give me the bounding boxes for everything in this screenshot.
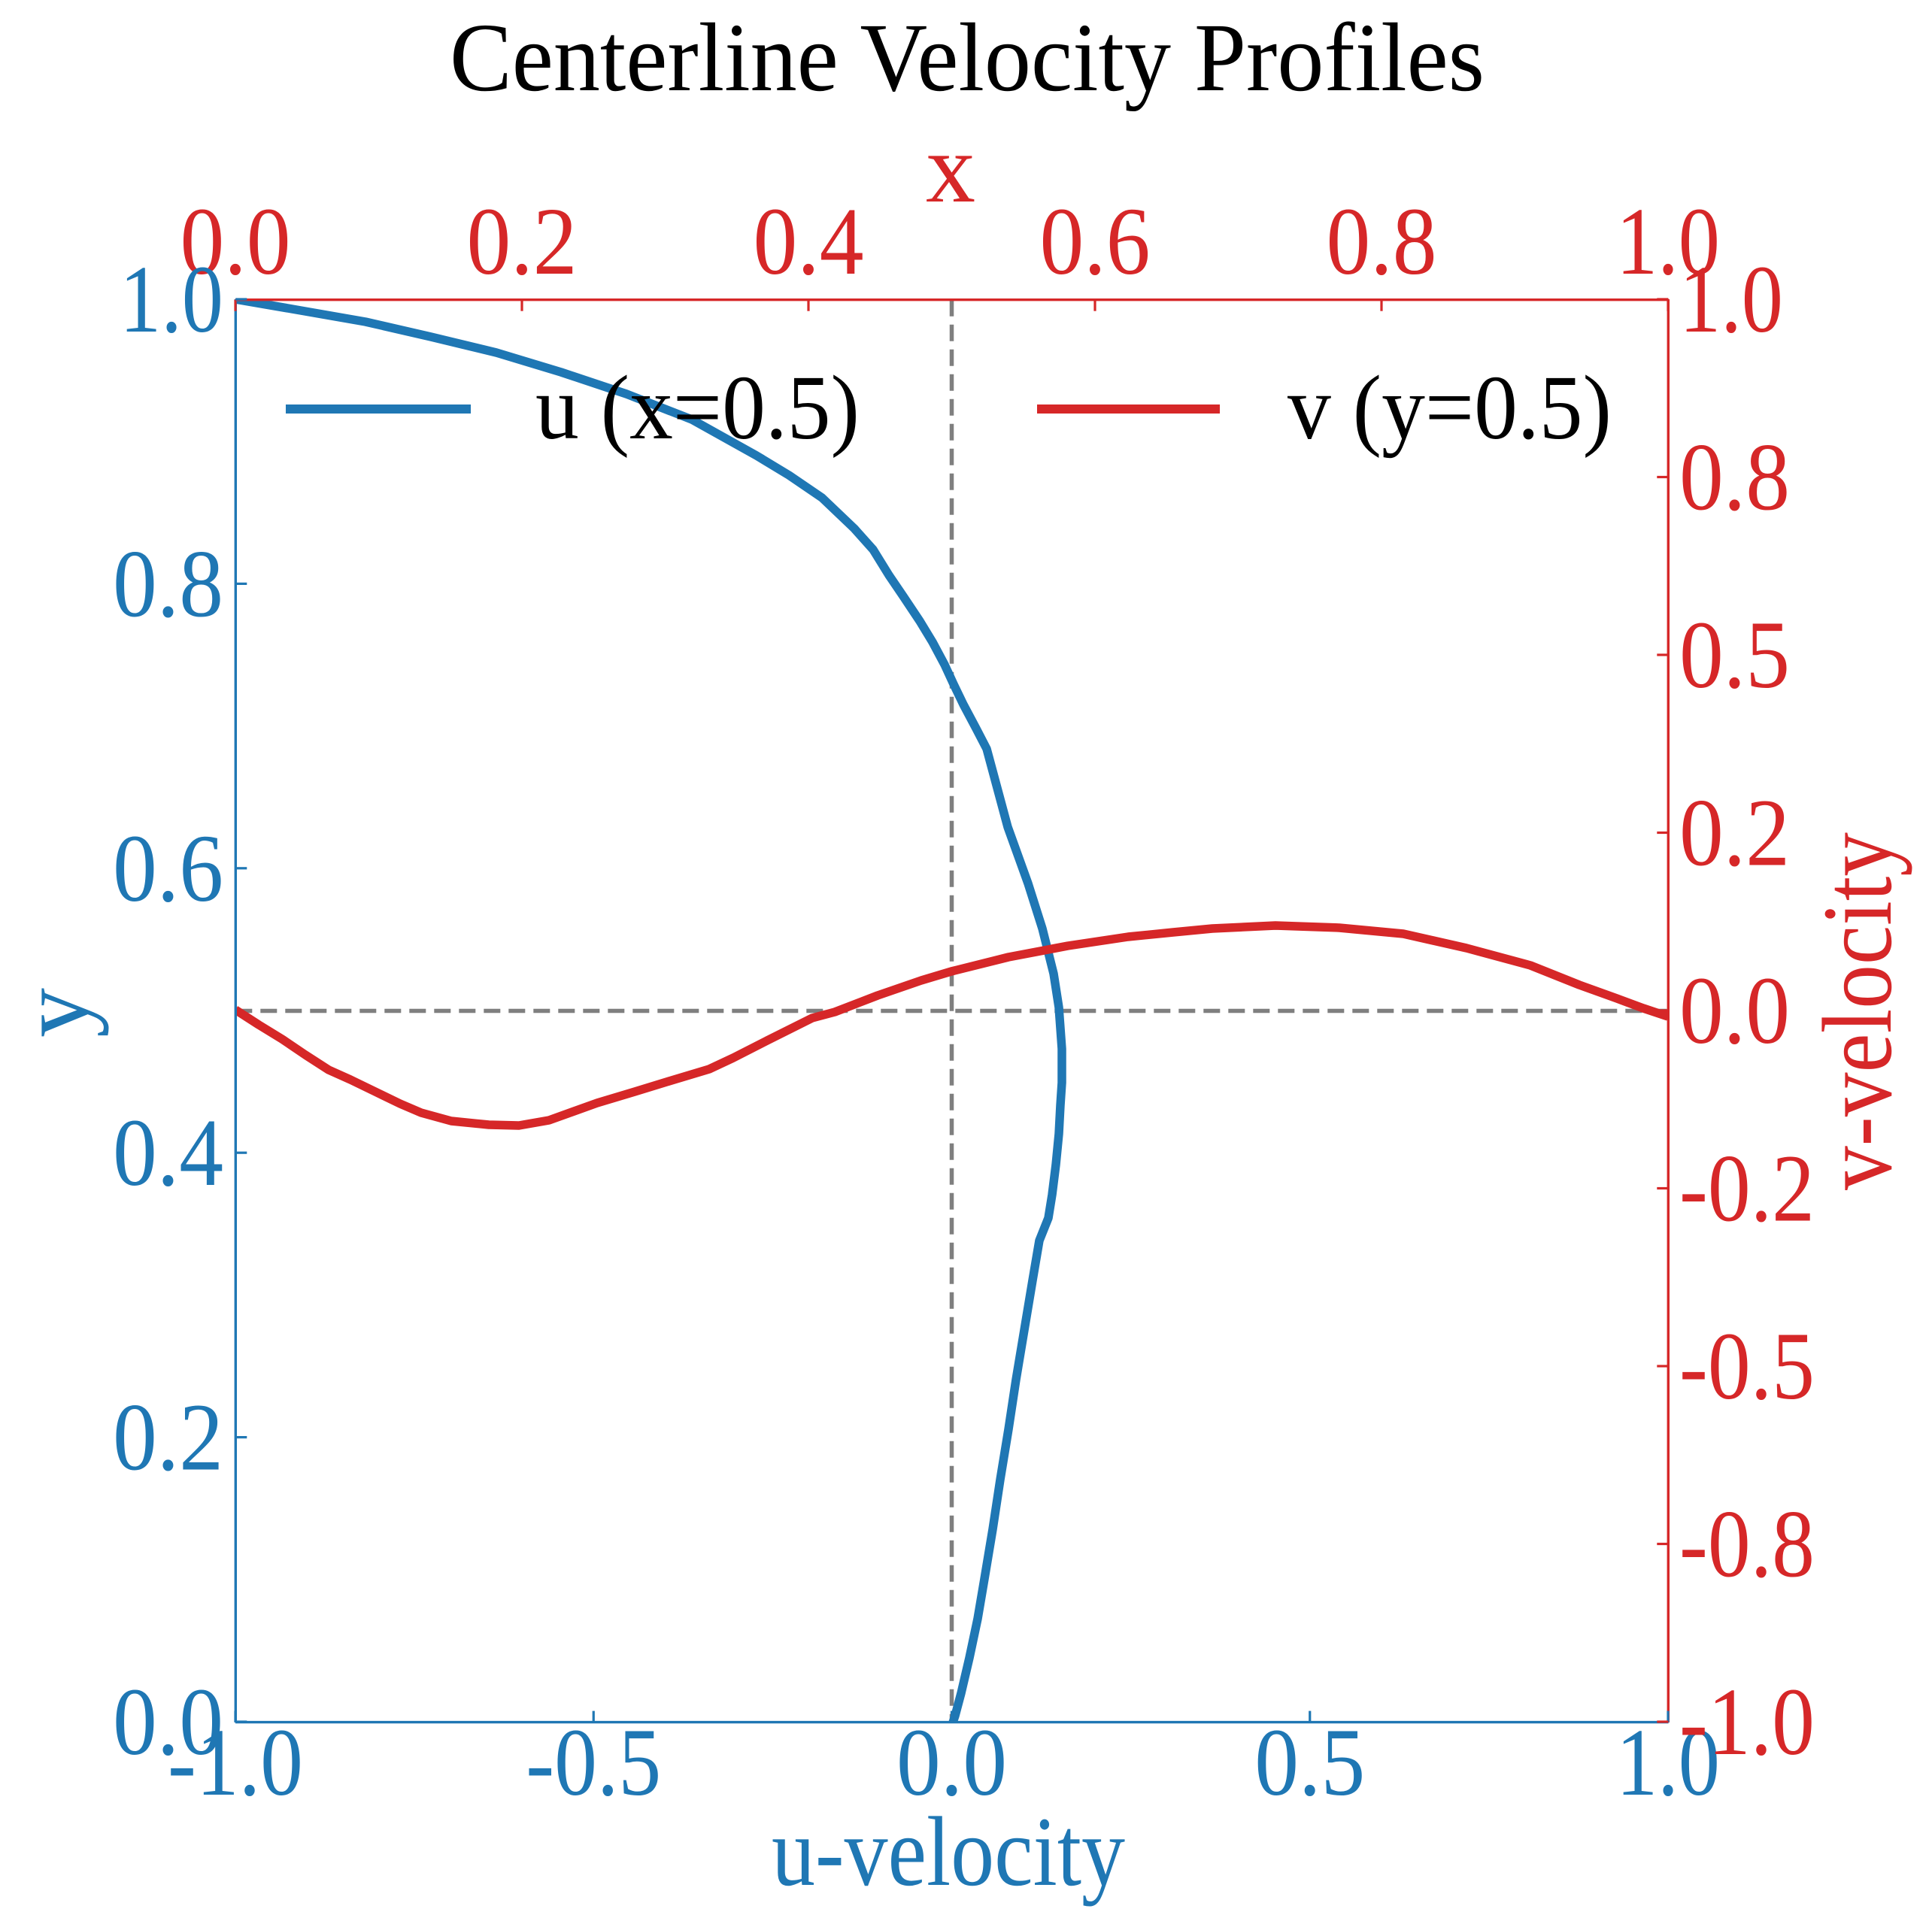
svg-text:Centerline Velocity Profiles: Centerline Velocity Profiles xyxy=(450,4,1485,112)
svg-text:1.0: 1.0 xyxy=(120,246,223,353)
svg-text:0.2: 0.2 xyxy=(467,188,578,295)
svg-text:0.0: 0.0 xyxy=(113,1668,223,1775)
svg-text:x: x xyxy=(926,113,975,223)
svg-text:u (x=0.5): u (x=0.5) xyxy=(535,357,860,459)
svg-text:0.6: 0.6 xyxy=(113,815,223,922)
svg-text:0.2: 0.2 xyxy=(113,1384,223,1491)
svg-text:1.0: 1.0 xyxy=(1679,246,1783,353)
svg-text:0.0: 0.0 xyxy=(180,188,291,295)
svg-text:u-velocity: u-velocity xyxy=(772,1796,1125,1907)
svg-text:-0.5: -0.5 xyxy=(526,1709,661,1816)
svg-text:0.2: 0.2 xyxy=(1679,780,1790,886)
svg-text:v-velocity: v-velocity xyxy=(1802,832,1912,1190)
svg-text:-1.0: -1.0 xyxy=(168,1709,303,1816)
svg-text:0.5: 0.5 xyxy=(1254,1709,1365,1816)
svg-text:v (y=0.5): v (y=0.5) xyxy=(1287,357,1612,459)
svg-text:-0.5: -0.5 xyxy=(1679,1313,1815,1419)
svg-text:0.0: 0.0 xyxy=(896,1709,1007,1816)
svg-text:0.0: 0.0 xyxy=(1679,957,1790,1064)
svg-text:-1.0: -1.0 xyxy=(1679,1668,1815,1775)
svg-text:0.6: 0.6 xyxy=(1040,188,1151,295)
svg-text:0.8: 0.8 xyxy=(1679,424,1790,531)
svg-text:0.4: 0.4 xyxy=(113,1099,223,1206)
svg-text:-0.8: -0.8 xyxy=(1679,1491,1815,1598)
svg-text:1.0: 1.0 xyxy=(1616,1709,1720,1816)
svg-text:1.0: 1.0 xyxy=(1616,188,1720,295)
svg-text:0.5: 0.5 xyxy=(1679,601,1790,708)
svg-text:y: y xyxy=(0,988,109,1038)
svg-text:0.8: 0.8 xyxy=(113,530,223,637)
svg-text:0.8: 0.8 xyxy=(1327,188,1437,295)
svg-text:-0.2: -0.2 xyxy=(1679,1135,1815,1242)
svg-text:0.4: 0.4 xyxy=(754,188,864,295)
